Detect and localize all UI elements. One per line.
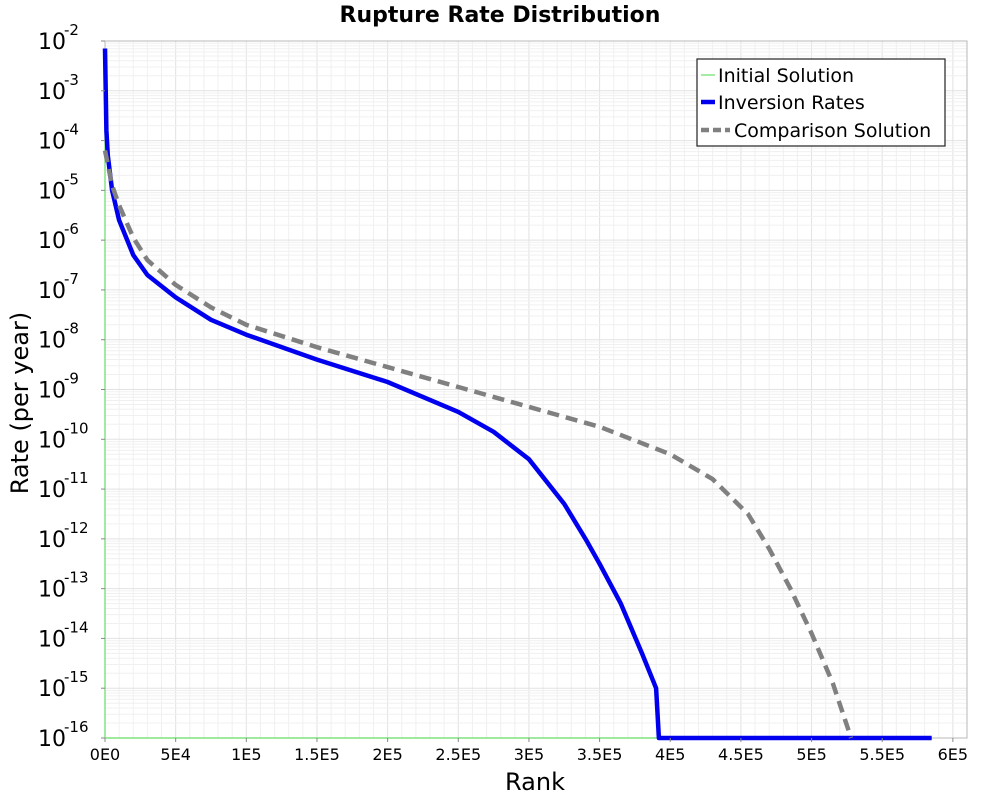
legend-label: Inversion Rates — [718, 92, 865, 114]
x-tick-label: 0E0 — [90, 745, 120, 764]
x-axis-ticks: 0E0 5E4 1E5 1.5E5 2E5 2.5E5 3E5 3.5E5 4E5 4.5E5 5E… — [90, 738, 968, 764]
legend: Initial Solution Inversion Rates Compariso… — [696, 58, 946, 147]
y-tick-label-exponent: -9 — [64, 370, 79, 388]
y-tick-label-base: 10 — [38, 727, 66, 752]
x-axis-label: Rank — [505, 768, 565, 796]
y-tick-label-exponent: -12 — [64, 519, 89, 537]
y-tick-label-exponent: -16 — [64, 718, 89, 736]
series-line-comparison-solution — [102, 150, 854, 739]
y-tick-label-base: 10 — [38, 578, 66, 603]
y-tick-label-base: 10 — [38, 379, 66, 404]
y-tick-label-base: 10 — [38, 528, 66, 553]
y-tick-label-base: 10 — [38, 279, 66, 304]
x-tick-label: 4E5 — [655, 745, 685, 764]
x-tick-label: 2E5 — [372, 745, 402, 764]
y-tick-label-base: 10 — [38, 229, 66, 254]
x-tick-label: 2.5E5 — [435, 745, 481, 764]
legend-box — [696, 58, 946, 147]
y-tick-label-exponent: -6 — [64, 220, 79, 238]
x-tick-label: 3.5E5 — [577, 745, 623, 764]
chart-title: Rupture Rate Distribution — [340, 3, 661, 28]
y-tick-label-exponent: -13 — [64, 569, 89, 587]
x-tick-label: 4.5E5 — [718, 745, 764, 764]
x-tick-label: 1.5E5 — [294, 745, 340, 764]
series-line-inversion-rates — [102, 48, 932, 741]
y-tick-label-exponent: -14 — [64, 618, 89, 636]
y-axis-ticks: 10-210-310-410-510-610-710-810-910-1010-… — [38, 21, 105, 752]
y-tick-label-base: 10 — [38, 478, 66, 503]
y-tick-label-exponent: -5 — [64, 170, 79, 188]
y-tick-label-base: 10 — [38, 677, 66, 702]
y-tick-label-base: 10 — [38, 130, 66, 155]
y-tick-label-base: 10 — [38, 80, 66, 105]
y-tick-label-exponent: -3 — [64, 71, 79, 89]
y-tick-label-exponent: -4 — [64, 121, 79, 139]
y-axis-label: Rate (per year) — [6, 312, 34, 494]
y-tick-label-base: 10 — [38, 179, 66, 204]
legend-label: Comparison Solution — [734, 120, 931, 142]
y-tick-label-exponent: -15 — [64, 668, 89, 686]
y-tick-label-base: 10 — [38, 30, 66, 55]
y-tick-label-exponent: -8 — [64, 320, 79, 338]
x-tick-label: 5E4 — [160, 745, 190, 764]
x-tick-label: 1E5 — [231, 745, 261, 764]
x-tick-label: 6E5 — [938, 745, 968, 764]
y-tick-label-exponent: -7 — [64, 270, 79, 288]
y-tick-label-exponent: -10 — [64, 419, 89, 437]
y-tick-label-base: 10 — [38, 428, 66, 453]
x-tick-label: 5E5 — [796, 745, 826, 764]
y-tick-label-exponent: -11 — [64, 469, 89, 487]
x-tick-label: 5.5E5 — [859, 745, 905, 764]
y-tick-label-exponent: -2 — [64, 21, 79, 39]
x-tick-label: 3E5 — [514, 745, 544, 764]
y-tick-label-base: 10 — [38, 329, 66, 354]
legend-label: Initial Solution — [718, 65, 854, 87]
y-tick-label-base: 10 — [38, 627, 66, 652]
